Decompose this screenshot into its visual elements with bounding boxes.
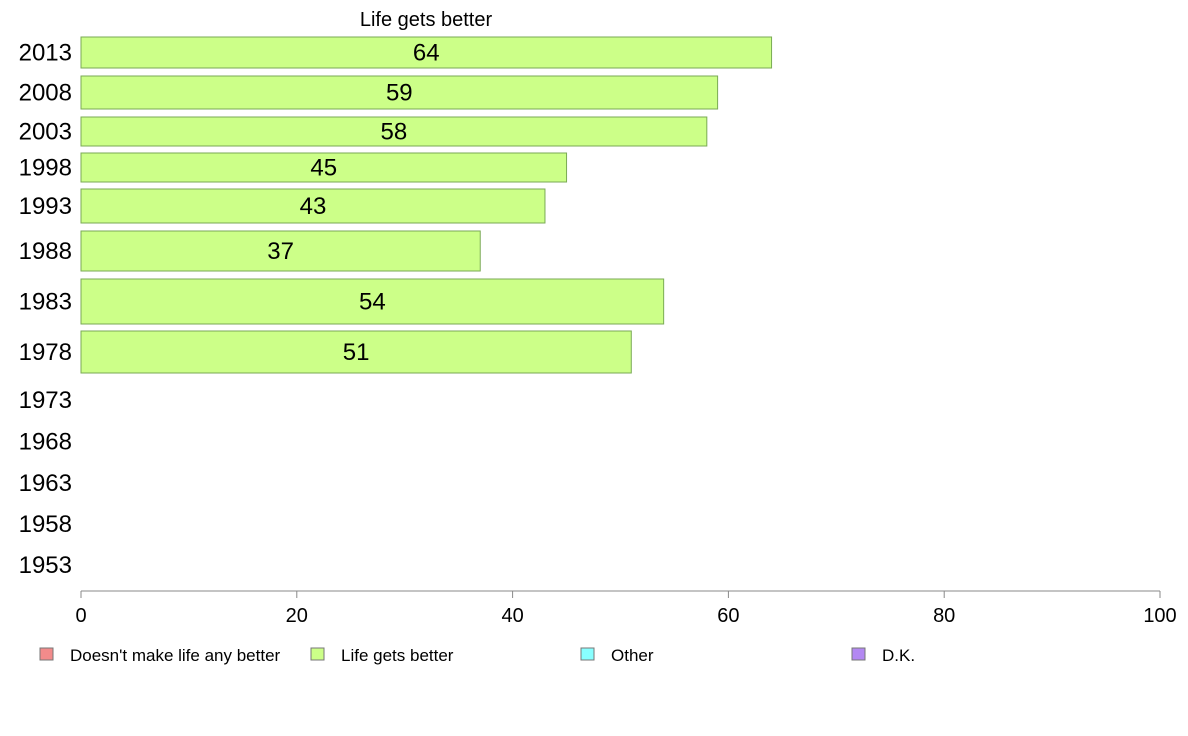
bar-value-label: 59: [386, 80, 413, 107]
x-tick-label: 60: [717, 605, 739, 627]
bar: [80, 278, 665, 325]
bar: [80, 75, 719, 110]
y-tick-label: 1998: [19, 155, 72, 182]
y-tick-label: 1958: [19, 511, 72, 538]
bar-value-label: 37: [267, 238, 294, 265]
y-tick-label: 1953: [19, 552, 72, 579]
legend-swatch: [580, 647, 595, 661]
bar: [80, 152, 568, 183]
y-tick-label: 1968: [19, 429, 72, 456]
bar: [80, 230, 481, 272]
bar-value-label: 64: [413, 40, 440, 67]
y-tick-label: 1978: [19, 339, 72, 366]
x-tick-label: 0: [75, 605, 86, 627]
y-tick-label: 2008: [19, 80, 72, 107]
bar: [80, 188, 546, 224]
x-tick-label: 80: [933, 605, 955, 627]
legend: Doesn't make life any better Life gets be…: [39, 646, 915, 665]
legend-swatch: [39, 647, 54, 661]
bar-value-label: 54: [359, 289, 386, 316]
y-tick-label: 2003: [19, 119, 72, 146]
y-tick-label: 1963: [19, 470, 72, 497]
x-tick-label: 40: [501, 605, 523, 627]
legend-label: Life gets better: [341, 646, 454, 665]
y-tick-label: 1988: [19, 238, 72, 265]
legend-label: Other: [611, 646, 654, 665]
bar-value-label: 45: [310, 155, 337, 182]
x-axis: 0 20 40 60 80 100: [75, 590, 1177, 627]
bar: [80, 36, 773, 69]
x-tick-label: 20: [286, 605, 308, 627]
chart-title: Life gets better: [360, 9, 493, 31]
y-tick-label: 1983: [19, 289, 72, 316]
bar-value-label: 43: [300, 193, 327, 220]
bar: [80, 116, 708, 147]
legend-label: D.K.: [882, 646, 915, 665]
bar-value-label: 51: [343, 339, 370, 366]
y-tick-label: 2013: [19, 40, 72, 67]
bar: [80, 330, 632, 374]
y-tick-label: 1993: [19, 193, 72, 220]
legend-swatch: [310, 647, 325, 661]
y-tick-label: 1973: [19, 387, 72, 414]
bar-value-label: 58: [381, 119, 408, 146]
legend-label: Doesn't make life any better: [70, 646, 281, 665]
y-axis-labels: 2013 2008 2003 1998 1993 1988 1983 1978 1973 1968…: [19, 40, 72, 580]
legend-swatch: [851, 647, 866, 661]
x-tick-label: 100: [1143, 605, 1176, 627]
